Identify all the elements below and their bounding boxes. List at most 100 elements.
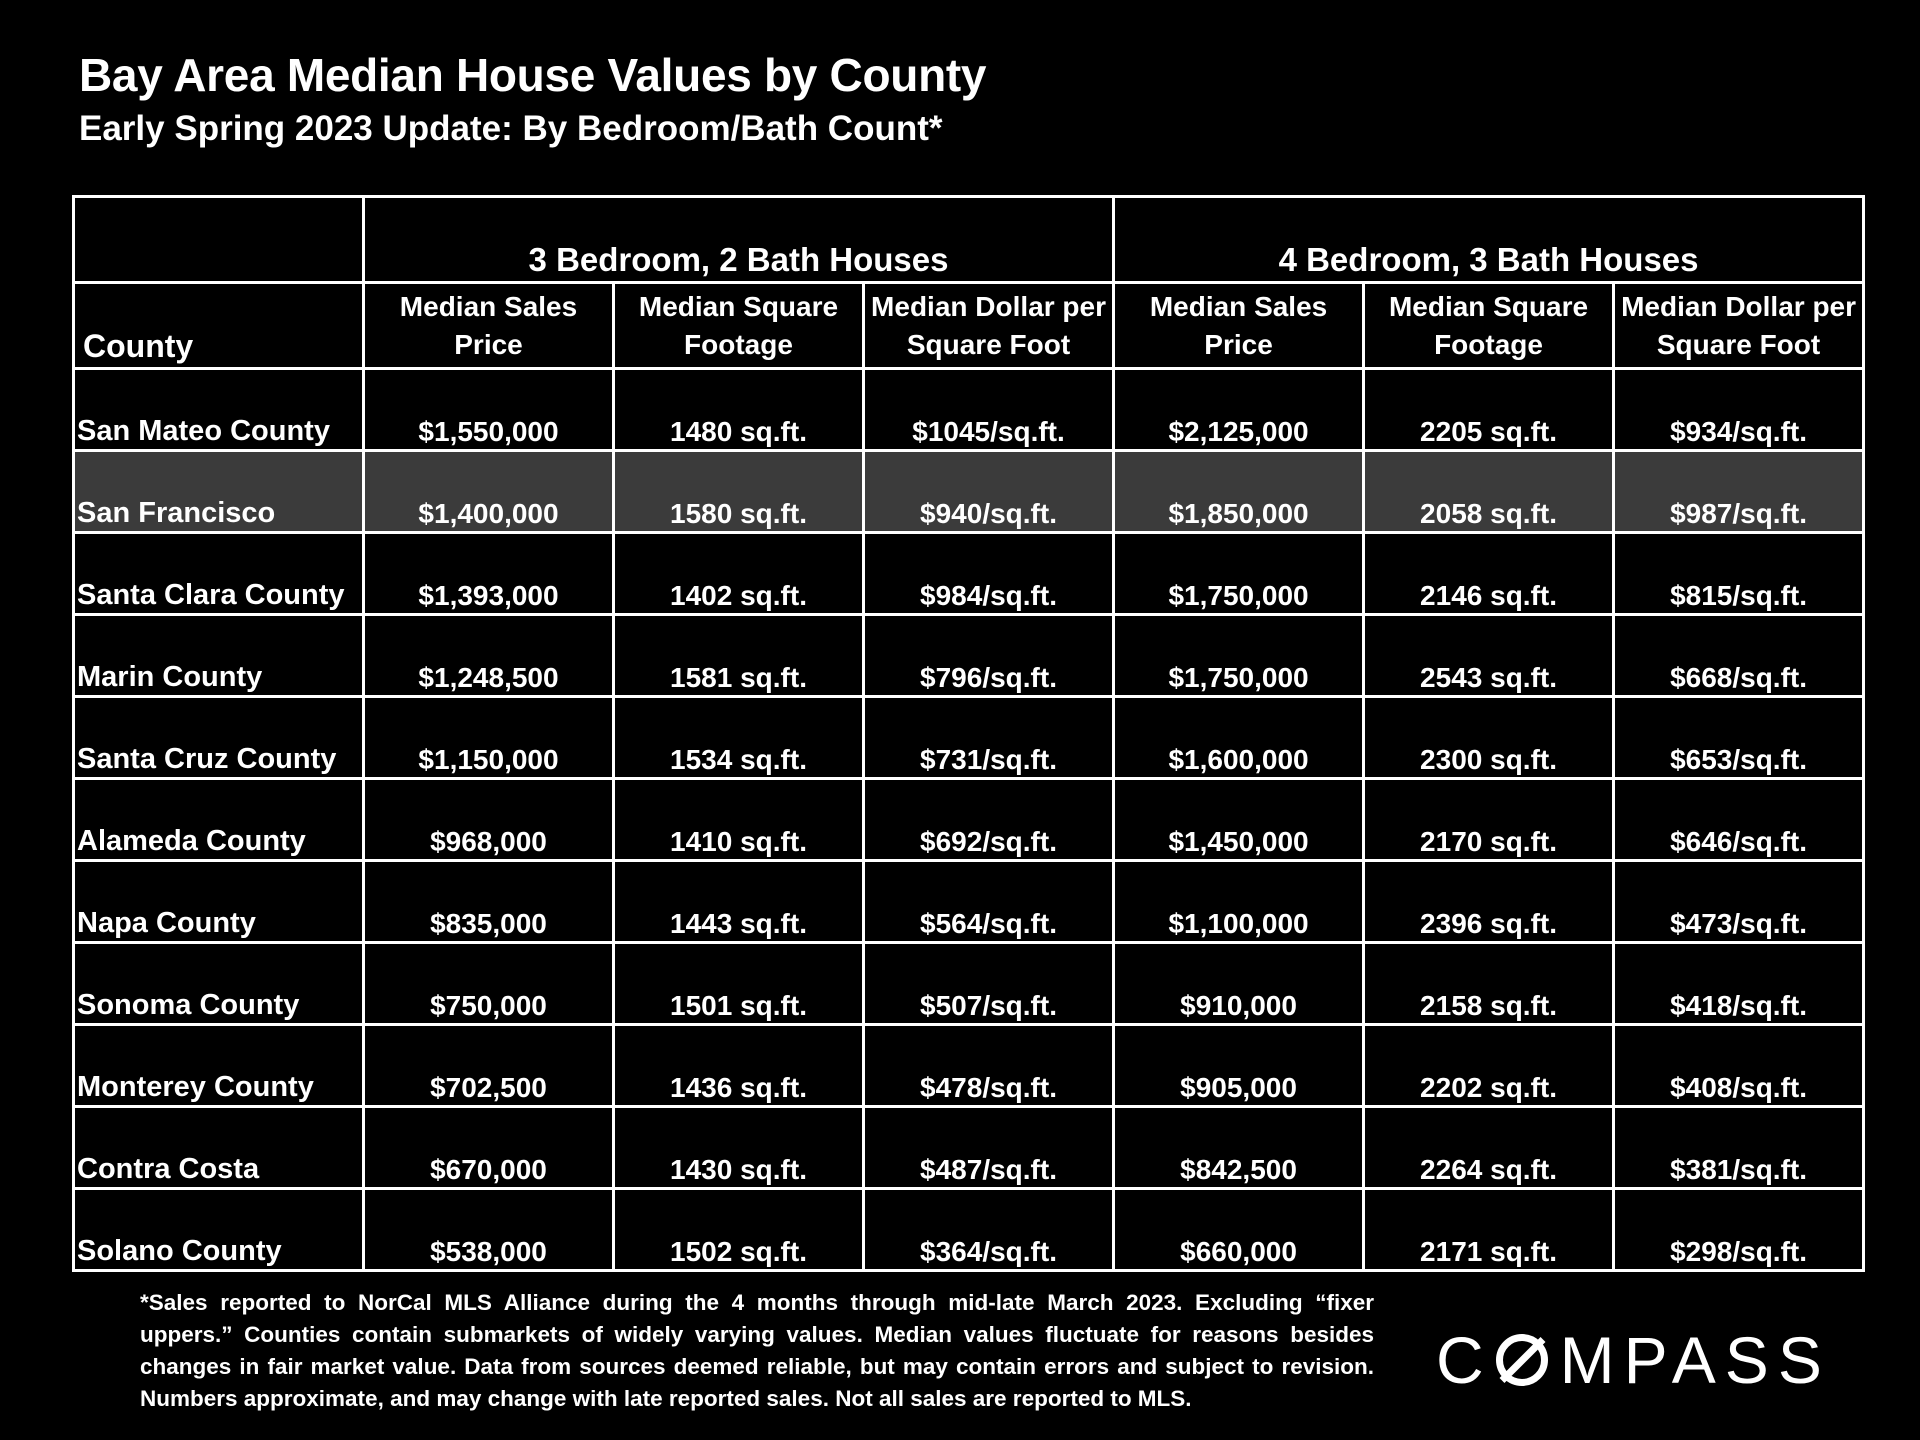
county-cell: Alameda County <box>72 777 365 862</box>
value-cell: $473/sq.ft. <box>1612 859 1866 944</box>
value-cell: $1,100,000 <box>1112 859 1366 944</box>
table-row: Monterey County $702,500 1436 sq.ft. $478/s… <box>72 1023 1866 1108</box>
table-row: San Mateo County $1,550,000 1480 sq.ft. $10… <box>72 367 1866 452</box>
value-cell: $1,150,000 <box>362 695 615 780</box>
value-cell: $1,750,000 <box>1112 531 1366 616</box>
value-cell: $668/sq.ft. <box>1612 613 1866 698</box>
value-cell: 1480 sq.ft. <box>612 367 865 452</box>
value-cell: $408/sq.ft. <box>1612 1023 1866 1108</box>
logo-text-end: MPASS <box>1559 1323 1831 1397</box>
value-cell: $364/sq.ft. <box>861 1187 1116 1272</box>
group-header-row: 3 Bedroom, 2 Bath Houses 4 Bedroom, 3 Ba… <box>72 195 1866 284</box>
value-cell: 2171 sq.ft. <box>1362 1187 1616 1272</box>
value-cell: 2158 sq.ft. <box>1362 941 1616 1026</box>
value-cell: 1402 sq.ft. <box>612 531 865 616</box>
column-header: Median Square Footage <box>1362 281 1616 370</box>
value-cell: $692/sq.ft. <box>861 777 1116 862</box>
value-cell: 2202 sq.ft. <box>1362 1023 1616 1108</box>
value-cell: 2146 sq.ft. <box>1362 531 1616 616</box>
column-header: Median Dollar per Square Foot <box>861 281 1116 370</box>
column-header: Median Sales Price <box>1112 281 1366 370</box>
county-values-table: 3 Bedroom, 2 Bath Houses 4 Bedroom, 3 Ba… <box>72 195 1866 1272</box>
value-cell: $564/sq.ft. <box>861 859 1116 944</box>
value-cell: 2264 sq.ft. <box>1362 1105 1616 1190</box>
column-header: Median Dollar per Square Foot <box>1612 281 1866 370</box>
value-cell: $2,125,000 <box>1112 367 1366 452</box>
county-cell: Sonoma County <box>72 941 365 1026</box>
table-row: Alameda County $968,000 1410 sq.ft. $692/sq… <box>72 777 1866 862</box>
value-cell: 2396 sq.ft. <box>1362 859 1616 944</box>
value-cell: 1580 sq.ft. <box>612 449 865 534</box>
county-cell: Napa County <box>72 859 365 944</box>
county-cell: San Francisco <box>72 449 365 534</box>
value-cell: 1502 sq.ft. <box>612 1187 865 1272</box>
value-cell: $1,600,000 <box>1112 695 1366 780</box>
value-cell: $815/sq.ft. <box>1612 531 1866 616</box>
value-cell: $298/sq.ft. <box>1612 1187 1866 1272</box>
value-cell: $910,000 <box>1112 941 1366 1026</box>
compass-logo: C MPASS <box>1436 1323 1831 1397</box>
county-cell: Monterey County <box>72 1023 365 1108</box>
table-row: San Francisco $1,400,000 1580 sq.ft. $940/s… <box>72 449 1866 534</box>
value-cell: 1443 sq.ft. <box>612 859 865 944</box>
value-cell: $934/sq.ft. <box>1612 367 1866 452</box>
value-cell: $1,850,000 <box>1112 449 1366 534</box>
value-cell: $1,393,000 <box>362 531 615 616</box>
group-header-empty <box>72 195 365 284</box>
value-cell: $653/sq.ft. <box>1612 695 1866 780</box>
value-cell: $987/sq.ft. <box>1612 449 1866 534</box>
value-cell: 1581 sq.ft. <box>612 613 865 698</box>
page-title: Bay Area Median House Values by County <box>79 49 987 101</box>
value-cell: $1,450,000 <box>1112 777 1366 862</box>
value-cell: $418/sq.ft. <box>1612 941 1866 1026</box>
value-cell: 2300 sq.ft. <box>1362 695 1616 780</box>
value-cell: $1,248,500 <box>362 613 615 698</box>
column-header-county: County <box>72 281 365 370</box>
value-cell: $1045/sq.ft. <box>861 367 1116 452</box>
county-cell: Solano County <box>72 1187 365 1272</box>
value-cell: 1410 sq.ft. <box>612 777 865 862</box>
value-cell: $507/sq.ft. <box>861 941 1116 1026</box>
group-header-3bed: 3 Bedroom, 2 Bath Houses <box>361 195 1116 284</box>
value-cell: 2543 sq.ft. <box>1362 613 1616 698</box>
value-cell: $660,000 <box>1112 1187 1366 1272</box>
page-subtitle: Early Spring 2023 Update: By Bedroom/Bat… <box>79 109 943 148</box>
value-cell: $842,500 <box>1112 1105 1366 1190</box>
column-header: Median Square Footage <box>612 281 865 370</box>
value-cell: $731/sq.ft. <box>861 695 1116 780</box>
value-cell: $646/sq.ft. <box>1612 777 1866 862</box>
value-cell: 1436 sq.ft. <box>612 1023 865 1108</box>
value-cell: $968,000 <box>362 777 615 862</box>
table-row: Napa County $835,000 1443 sq.ft. $564/sq.ft… <box>72 859 1866 944</box>
value-cell: $750,000 <box>362 941 615 1026</box>
group-header-4bed: 4 Bedroom, 3 Bath Houses <box>1112 195 1866 284</box>
logo-text-start: C <box>1436 1323 1493 1397</box>
value-cell: 1430 sq.ft. <box>612 1105 865 1190</box>
value-cell: $1,400,000 <box>362 449 615 534</box>
table-row: Santa Clara County $1,393,000 1402 sq.ft. $… <box>72 531 1866 616</box>
county-cell: San Mateo County <box>72 367 365 452</box>
value-cell: 2058 sq.ft. <box>1362 449 1616 534</box>
county-cell: Contra Costa <box>72 1105 365 1190</box>
county-cell: Marin County <box>72 613 365 698</box>
county-cell: Santa Cruz County <box>72 695 365 780</box>
value-cell: $984/sq.ft. <box>861 531 1116 616</box>
value-cell: $487/sq.ft. <box>861 1105 1116 1190</box>
value-cell: $381/sq.ft. <box>1612 1105 1866 1190</box>
value-cell: 2170 sq.ft. <box>1362 777 1616 862</box>
column-header: Median Sales Price <box>362 281 615 370</box>
value-cell: $1,550,000 <box>362 367 615 452</box>
table-row: Santa Cruz County $1,150,000 1534 sq.ft. $7… <box>72 695 1866 780</box>
table-body: San Mateo County $1,550,000 1480 sq.ft. $10… <box>72 367 1866 1272</box>
footnote: *Sales reported to NorCal MLS Alliance d… <box>140 1290 1374 1411</box>
value-cell: $905,000 <box>1112 1023 1366 1108</box>
value-cell: $1,750,000 <box>1112 613 1366 698</box>
table-row: Contra Costa $670,000 1430 sq.ft. $487/sq.f… <box>72 1105 1866 1190</box>
value-cell: $702,500 <box>362 1023 615 1108</box>
value-cell: $538,000 <box>362 1187 615 1272</box>
value-cell: $670,000 <box>362 1105 615 1190</box>
value-cell: $478/sq.ft. <box>861 1023 1116 1108</box>
compass-o-slash-icon <box>1495 1334 1548 1386</box>
value-cell: 1501 sq.ft. <box>612 941 865 1026</box>
table-row: Sonoma County $750,000 1501 sq.ft. $507/sq.… <box>72 941 1866 1026</box>
